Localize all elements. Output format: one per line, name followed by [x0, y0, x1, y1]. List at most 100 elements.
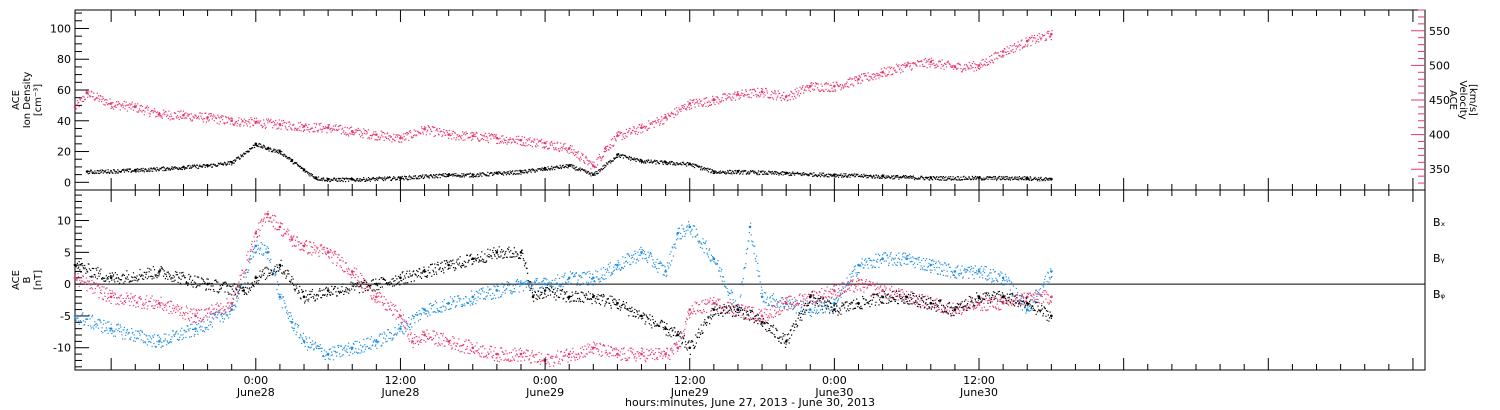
by-series-dot	[306, 341, 308, 343]
by-series-dot	[156, 335, 159, 337]
by-series-dot	[144, 341, 146, 343]
panel2-series	[73, 211, 1053, 367]
velocity-series-dot	[159, 115, 162, 117]
velocity-series-dot	[521, 136, 523, 138]
velocity-series-dot	[695, 102, 697, 104]
by-series-dot	[759, 275, 761, 277]
density-series-dot	[922, 177, 925, 179]
by-series-dot	[258, 253, 261, 255]
velocity-series-dot	[291, 129, 293, 131]
velocity-series-dot	[801, 86, 804, 88]
velocity-series-dot	[355, 131, 357, 134]
by-series-dot	[840, 296, 842, 298]
density-series-dot	[589, 173, 591, 175]
density-series-dot	[345, 177, 347, 179]
velocity-series-dot	[381, 134, 383, 136]
density-series-dot	[458, 175, 461, 177]
by-series-dot	[819, 309, 822, 311]
density-series-dot	[725, 172, 728, 174]
density-series-dot	[143, 171, 145, 173]
velocity-series-dot	[299, 126, 301, 128]
velocity-series-dot	[743, 93, 746, 96]
density-series-dot	[1007, 178, 1009, 180]
density-series-dot	[157, 169, 159, 171]
velocity-series-dot	[881, 75, 884, 78]
velocity-series-dot	[270, 122, 273, 124]
density-series-dot	[348, 180, 350, 182]
velocity-series-dot	[805, 90, 807, 92]
velocity-series-dot	[613, 144, 615, 146]
velocity-series-dot	[982, 65, 984, 67]
by-series-dot	[216, 317, 218, 319]
velocity-series-dot	[748, 93, 750, 96]
by-series-dot	[475, 303, 477, 305]
velocity-series-dot	[135, 106, 137, 108]
density-series-dot	[175, 167, 177, 169]
by-series-dot	[944, 263, 946, 265]
velocity-series-dot	[164, 113, 166, 116]
density-series-dot	[409, 178, 411, 180]
density-series-dot	[358, 179, 361, 181]
velocity-series-dot	[599, 156, 601, 158]
density-series-dot	[766, 172, 768, 174]
by-series-dot	[951, 272, 954, 274]
velocity-series-dot	[541, 142, 543, 144]
density-series-dot	[137, 168, 139, 170]
density-series-dot	[578, 169, 581, 171]
by-series-dot	[501, 282, 503, 284]
density-series-dot	[436, 176, 438, 178]
by-series-point	[567, 276, 571, 280]
by-series-dot	[839, 290, 841, 292]
velocity-series-dot	[92, 96, 94, 98]
velocity-series-dot	[480, 133, 482, 135]
velocity-series-dot	[113, 105, 115, 108]
density-series-dot	[789, 172, 791, 174]
density-series-dot	[762, 173, 764, 175]
by-series-dot	[287, 317, 289, 319]
by-series-dot	[706, 252, 708, 254]
density-series-dot	[765, 173, 767, 175]
velocity-series-dot	[310, 127, 312, 130]
density-series-dot	[420, 176, 423, 179]
velocity-series-dot	[331, 127, 333, 129]
by-series-dot	[677, 238, 679, 240]
density-series-dot	[530, 169, 532, 171]
density-series-dot	[674, 162, 676, 164]
density-series-dot	[154, 168, 156, 170]
by-series-dot	[344, 349, 346, 352]
by-series-dot	[236, 300, 238, 302]
by-series-dot	[199, 325, 201, 327]
density-series-dot	[549, 169, 551, 171]
density-series-dot	[648, 159, 650, 161]
density-series-dot	[122, 169, 124, 171]
by-series-dot	[778, 307, 781, 309]
by-series-dot	[954, 277, 956, 279]
by-series-dot	[378, 341, 380, 343]
density-series-dot	[654, 159, 656, 161]
velocity-series-dot	[883, 67, 885, 69]
by-series-dot	[80, 321, 82, 323]
density-series-dot	[376, 177, 378, 179]
velocity-series-dot	[768, 97, 770, 99]
velocity-series-dot	[608, 146, 611, 149]
velocity-series-dot	[679, 108, 681, 110]
velocity-series-dot	[78, 105, 80, 108]
density-series-dot	[931, 178, 933, 180]
by-series-dot	[213, 313, 215, 316]
by-series-dot	[813, 302, 815, 304]
velocity-series-dot	[637, 126, 639, 128]
velocity-series-dot	[252, 124, 254, 127]
by-series-dot	[751, 244, 754, 246]
density-series-dot	[849, 176, 851, 178]
density-series-dot	[737, 170, 739, 172]
density-series-dot	[119, 171, 121, 173]
by-series-dot	[498, 290, 500, 292]
density-series-dot	[727, 170, 729, 172]
by-series-dot	[304, 345, 306, 348]
by-series-dot	[302, 338, 304, 341]
velocity-series-dot	[990, 59, 992, 61]
velocity-series-dot	[393, 133, 395, 135]
velocity-series-dot	[484, 136, 486, 138]
velocity-series-dot	[328, 124, 330, 126]
by-series-dot	[174, 333, 176, 336]
